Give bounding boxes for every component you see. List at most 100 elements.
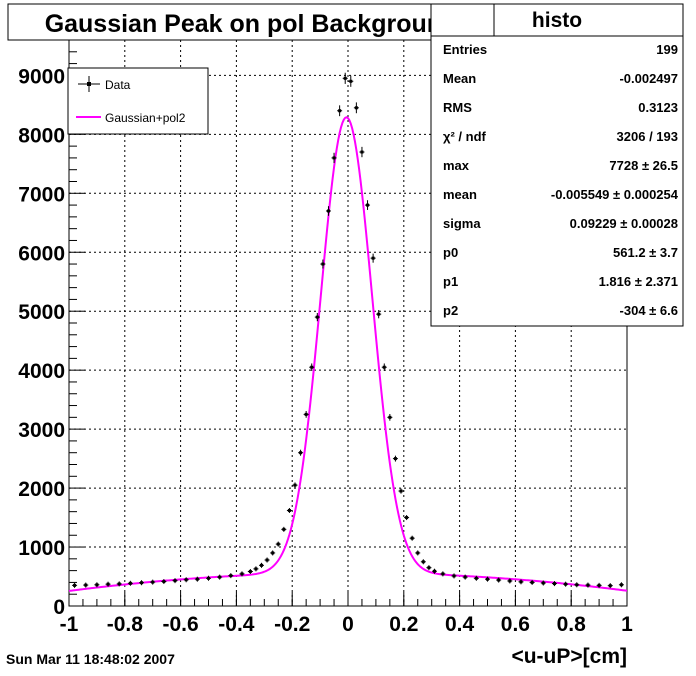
marker: [310, 365, 314, 369]
marker: [229, 574, 233, 578]
marker: [326, 209, 330, 213]
data-point: [540, 580, 546, 586]
data-point: [253, 566, 259, 572]
y-tick-label: 6000: [18, 242, 65, 265]
data-point: [426, 565, 432, 571]
stats-label: sigma: [443, 216, 481, 231]
stats-label: p1: [443, 274, 458, 289]
stats-label: RMS: [443, 100, 472, 115]
data-point: [303, 411, 309, 418]
marker: [497, 578, 501, 582]
marker: [393, 457, 397, 461]
stats-value: 7728 ± 26.5: [609, 158, 678, 173]
marker: [405, 516, 409, 520]
data-point: [551, 581, 557, 587]
data-point: [353, 102, 359, 114]
marker: [349, 79, 353, 83]
marker: [140, 581, 144, 585]
stats-box: histo Entries 199 Mean -0.002497 RMS 0.3123 χ²…: [430, 3, 684, 327]
marker: [184, 578, 188, 582]
data-point: [420, 559, 426, 565]
marker: [321, 262, 325, 266]
x-tick-label: 0: [342, 613, 354, 636]
data-point: [264, 557, 270, 563]
marker: [410, 536, 414, 540]
marker: [508, 579, 512, 583]
data-point: [286, 507, 292, 513]
data-point: [139, 580, 145, 586]
marker: [586, 583, 590, 587]
marker: [575, 583, 579, 587]
data-point: [365, 200, 371, 210]
stats-rows: Entries 199 Mean -0.002497 RMS 0.3123 χ² / ndf…: [443, 42, 679, 318]
marker: [597, 583, 601, 587]
marker: [432, 569, 436, 573]
data-point: [431, 568, 437, 574]
data-point: [292, 482, 298, 488]
marker: [162, 580, 166, 584]
x-tick-label: 0.4: [445, 613, 475, 636]
data-point: [585, 582, 591, 588]
marker: [106, 582, 110, 586]
data-point: [518, 579, 524, 585]
marker: [73, 583, 77, 587]
y-tick-label: 0: [53, 596, 65, 619]
stats-value: 3206 / 193: [617, 129, 678, 144]
data-point: [563, 581, 569, 587]
data-point: [239, 571, 245, 577]
data-point: [72, 582, 78, 588]
data-point: [387, 413, 393, 421]
data-point: [320, 259, 326, 269]
data-point: [451, 573, 457, 579]
marker: [293, 483, 297, 487]
stats-label: χ² / ndf: [443, 129, 487, 144]
data-point: [440, 571, 446, 577]
marker: [207, 576, 210, 580]
marker: [248, 570, 252, 574]
data-point: [381, 363, 387, 371]
data-point: [127, 580, 133, 586]
stats-value: 1.816 ± 2.371: [599, 274, 678, 289]
data-point: [116, 581, 122, 587]
data-point: [337, 105, 343, 117]
marker: [173, 579, 177, 583]
marker: [452, 574, 456, 578]
stats-label: p0: [443, 245, 458, 260]
marker: [474, 576, 478, 580]
data-point: [314, 312, 320, 322]
data-point: [485, 576, 490, 582]
data-point: [270, 550, 276, 556]
marker: [399, 489, 403, 493]
marker: [519, 580, 523, 584]
data-point: [298, 449, 304, 456]
x-axis-label: <u-uP>[cm]: [511, 645, 627, 668]
stats-value: 199: [656, 42, 678, 57]
marker: [366, 203, 370, 207]
data-point: [404, 515, 410, 521]
data-point: [275, 541, 281, 547]
data-point: [105, 581, 111, 587]
marker: [416, 551, 420, 555]
data-point: [309, 363, 315, 371]
marker: [371, 256, 375, 260]
data-point: [281, 526, 287, 532]
data-point: [359, 146, 365, 158]
marker: [608, 584, 612, 588]
marker: [276, 542, 280, 546]
marker: [388, 415, 392, 419]
marker: [95, 583, 99, 587]
marker: [271, 551, 275, 555]
data-point: [259, 562, 265, 568]
marker: [377, 312, 381, 316]
title-box: Gaussian Peak on pol Background: [7, 3, 495, 41]
stats-label: p2: [443, 303, 458, 318]
marker: [421, 560, 425, 564]
data-point: [496, 577, 502, 583]
marker: [195, 577, 199, 581]
data-point: [342, 72, 348, 84]
marker: [552, 582, 556, 586]
marker: [282, 527, 286, 531]
y-tick-label: 7000: [18, 183, 65, 206]
marker: [117, 582, 121, 586]
